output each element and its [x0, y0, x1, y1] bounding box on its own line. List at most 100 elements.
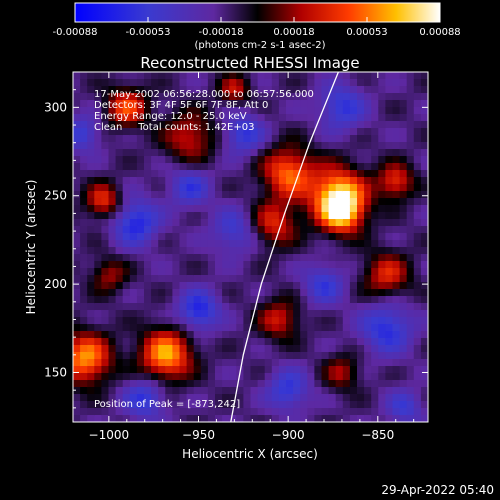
heatmap-cell [129, 247, 138, 255]
heatmap-cell [207, 79, 216, 87]
heatmap-cell [108, 170, 117, 178]
heatmap-cell [172, 247, 181, 255]
heatmap-cell [229, 303, 237, 311]
heatmap-cell [378, 401, 386, 409]
heatmap-cell [378, 296, 386, 304]
heatmap-cell [371, 345, 379, 353]
heatmap-cell [271, 282, 280, 290]
heatmap-cell [300, 114, 308, 122]
heatmap-cell [264, 331, 273, 339]
heatmap-cell [399, 408, 408, 416]
heatmap-cell [158, 135, 166, 143]
heatmap-cell [229, 359, 237, 367]
heatmap-cell [222, 345, 230, 353]
heatmap-cell [207, 212, 216, 220]
heatmap-cell [151, 226, 159, 234]
heatmap-cell [342, 93, 351, 101]
heatmap-cell [286, 380, 294, 388]
heatmap-cell [335, 310, 344, 318]
heatmap-cell [349, 163, 358, 171]
heatmap-cell [335, 86, 344, 94]
y-axis-label: Heliocentric Y (arcsec) [24, 180, 38, 315]
heatmap-cell [399, 177, 408, 185]
heatmap-cell [122, 121, 131, 129]
heatmap-cell [122, 247, 131, 255]
heatmap-cell [73, 254, 81, 262]
heatmap-cell [250, 303, 259, 311]
heatmap-cell [278, 107, 287, 115]
heatmap-cell [172, 226, 181, 234]
heatmap-cell [392, 233, 401, 241]
heatmap-cell [286, 184, 294, 192]
heatmap-cell [222, 387, 230, 395]
heatmap-cell [101, 107, 110, 115]
heatmap-cell [328, 359, 337, 367]
heatmap-cell [399, 156, 408, 164]
heatmap-cell [94, 177, 102, 185]
heatmap-cell [165, 163, 173, 171]
heatmap-cell [250, 296, 259, 304]
heatmap-cell [335, 121, 344, 129]
heatmap-cell [172, 79, 181, 87]
heatmap-cell [193, 240, 202, 248]
heatmap-cell [236, 317, 244, 325]
heatmap-cell [200, 149, 209, 157]
heatmap-cell [413, 198, 422, 206]
heatmap-cell [335, 261, 344, 269]
heatmap-cell [278, 184, 287, 192]
heatmap-cell [293, 100, 301, 108]
heatmap-cell [392, 240, 401, 248]
heatmap-cell [371, 387, 379, 395]
heatmap-cell [108, 156, 117, 164]
heatmap-cell [250, 121, 259, 129]
heatmap-cell [420, 366, 428, 374]
heatmap-cell [229, 142, 237, 150]
heatmap-cell [406, 107, 415, 115]
heatmap-cell [165, 289, 173, 297]
heatmap-cell [420, 275, 428, 283]
heatmap-cell [364, 86, 372, 94]
heatmap-cell [243, 107, 252, 115]
heatmap-cell [193, 86, 202, 94]
heatmap-cell [278, 149, 287, 157]
heatmap-cell [335, 394, 344, 402]
heatmap-cell [406, 324, 415, 332]
heatmap-cell [328, 380, 337, 388]
heatmap-cell [73, 107, 81, 115]
heatmap-cell [129, 142, 138, 150]
heatmap-cell [314, 310, 323, 318]
heatmap-cell [371, 149, 379, 157]
heatmap-cell [243, 303, 252, 311]
heatmap-cell [186, 310, 195, 318]
heatmap-cell [179, 156, 188, 164]
heatmap-cell [158, 219, 166, 227]
heatmap-cell [314, 177, 323, 185]
heatmap-cell [293, 219, 301, 227]
heatmap-cell [101, 254, 110, 262]
heatmap-cell [399, 219, 408, 227]
heatmap-cell [179, 121, 188, 129]
heatmap-cell [321, 156, 330, 164]
heatmap-cell [122, 373, 131, 381]
heatmap-cell [307, 359, 315, 367]
heatmap-cell [222, 191, 230, 199]
heatmap-cell [207, 198, 216, 206]
heatmap-cell [357, 149, 365, 157]
heatmap-cell [371, 135, 379, 143]
heatmap-cell [101, 219, 110, 227]
heatmap-cell [215, 303, 223, 311]
heatmap-cell [307, 233, 315, 241]
heatmap-cell [328, 163, 337, 171]
heatmap-cell [286, 247, 294, 255]
heatmap-cell [392, 401, 401, 409]
y-tick-label: 200 [44, 277, 67, 291]
heatmap-cell [87, 79, 95, 87]
heatmap-cell [87, 86, 95, 94]
heatmap-cell [413, 205, 422, 213]
heatmap-cell [122, 142, 131, 150]
heatmap-cell [250, 289, 259, 297]
heatmap-cell [250, 240, 259, 248]
heatmap-cell [87, 247, 95, 255]
heatmap-cell [342, 394, 351, 402]
heatmap-cell [314, 415, 323, 422]
